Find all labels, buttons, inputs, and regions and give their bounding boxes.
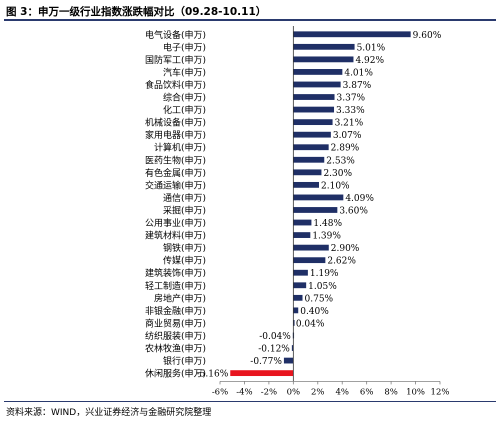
category-label: 商业贸易(申万) — [145, 317, 206, 329]
category-label: 钢铁(申万) — [163, 242, 206, 254]
chart-title: 图 3：申万一级行业指数涨跌幅对比（09.28-10.11） — [6, 6, 267, 18]
bar — [293, 106, 335, 113]
data-label: 3.87% — [343, 81, 372, 91]
data-label: 0.04% — [296, 319, 325, 329]
bar — [293, 144, 329, 151]
x-tick-label: 12% — [431, 387, 450, 397]
category-label: 建筑装饰(申万) — [145, 267, 206, 279]
bar — [293, 307, 299, 314]
category-label: 国防军工(申万) — [145, 54, 206, 66]
data-label: -5.16% — [197, 370, 229, 380]
bar — [230, 370, 294, 377]
bar — [293, 257, 326, 264]
data-label: 5.01% — [357, 43, 386, 53]
category-label: 机械设备(申万) — [145, 117, 206, 129]
bar — [293, 181, 319, 188]
bar — [293, 282, 307, 289]
bar — [293, 232, 311, 238]
bar — [293, 119, 333, 126]
category-label: 休闲服务(申万) — [145, 368, 206, 380]
bar — [293, 244, 329, 251]
bar — [293, 131, 331, 138]
bar — [293, 43, 355, 50]
x-tick-label: -4% — [236, 387, 252, 397]
category-label: 采掘(申万) — [163, 204, 206, 216]
bar — [293, 94, 335, 100]
data-label: 1.05% — [308, 282, 337, 292]
bar — [293, 69, 343, 75]
data-label: 2.53% — [326, 156, 355, 166]
data-label: -0.77% — [250, 357, 282, 367]
bar — [293, 294, 303, 301]
data-label: 4.92% — [355, 56, 384, 66]
data-label: 3.37% — [337, 94, 366, 104]
bar — [293, 156, 325, 163]
x-tick-label: 4% — [335, 387, 349, 397]
category-label: 化工(申万) — [163, 104, 206, 116]
data-label: 3.33% — [336, 106, 365, 116]
bar — [293, 169, 322, 176]
data-label: 2.10% — [321, 181, 350, 191]
category-label: 医药生物(申万) — [145, 154, 206, 166]
data-label: -0.12% — [258, 345, 290, 355]
category-label: 建筑材料(申万) — [145, 230, 206, 242]
source-note: 资料来源：WIND，兴业证券经济与金融研究院整理 — [6, 408, 212, 418]
data-label: -0.04% — [259, 332, 291, 342]
data-label: 2.30% — [323, 169, 352, 179]
data-label: 2.90% — [331, 244, 360, 254]
data-label: 4.01% — [344, 68, 373, 78]
data-label: 1.19% — [310, 269, 339, 279]
category-label: 计算机(申万) — [154, 142, 206, 154]
footer-divider — [4, 401, 496, 402]
title-divider — [4, 19, 496, 21]
category-label: 综合(申万) — [163, 92, 206, 104]
data-label: 4.09% — [345, 194, 374, 204]
category-label: 传媒(申万) — [163, 255, 206, 267]
data-label: 2.62% — [327, 257, 356, 267]
category-label: 食品饮料(申万) — [145, 79, 206, 91]
bar — [293, 31, 411, 38]
category-label: 房地产(申万) — [154, 292, 206, 304]
category-label: 纺织服装(申万) — [145, 330, 206, 342]
data-label: 2.89% — [331, 144, 360, 154]
bar — [293, 269, 308, 276]
bar — [293, 219, 312, 226]
category-label: 通信(申万) — [163, 192, 206, 204]
data-label: 1.39% — [312, 232, 341, 242]
bar — [293, 194, 344, 201]
data-label: 3.60% — [339, 206, 368, 216]
x-tick-label: 8% — [384, 387, 398, 397]
data-label: 9.60% — [413, 31, 442, 41]
x-tick-label: 6% — [360, 387, 374, 397]
bar — [291, 345, 294, 351]
bar — [293, 207, 338, 213]
data-label: 1.48% — [313, 219, 342, 229]
category-label: 有色金属(申万) — [145, 167, 206, 179]
category-label: 农林牧渔(申万) — [145, 343, 206, 355]
category-label: 非银金融(申万) — [145, 305, 206, 317]
category-label: 公用事业(申万) — [145, 217, 206, 229]
data-label: 3.07% — [333, 131, 362, 141]
x-tick-label: 10% — [406, 387, 425, 397]
category-label: 交通运输(申万) — [145, 179, 206, 191]
category-label: 家用电器(申万) — [145, 129, 206, 141]
x-tick-label: 2% — [311, 387, 325, 397]
bar — [293, 81, 341, 88]
x-tick-label: -6% — [212, 387, 228, 397]
x-tick-label: -2% — [261, 387, 277, 397]
category-label: 电气设备(申万) — [145, 29, 206, 41]
category-label: 汽车(申万) — [163, 66, 206, 78]
bar — [283, 357, 294, 364]
data-label: 0.75% — [305, 294, 334, 304]
data-label: 0.40% — [300, 307, 329, 317]
data-label: 3.21% — [335, 119, 364, 129]
category-label: 电子(申万) — [163, 41, 206, 53]
x-tick-label: 0% — [287, 387, 301, 397]
bar — [293, 320, 295, 326]
category-label: 银行(申万) — [163, 355, 206, 367]
bar-chart: 电气设备(申万) 9.60% 电子(申万) 5.01% 国防军工(申万) 4.92% 汽车(… — [145, 26, 450, 397]
bar — [293, 56, 354, 63]
category-label: 轻工制造(申万) — [145, 280, 206, 292]
